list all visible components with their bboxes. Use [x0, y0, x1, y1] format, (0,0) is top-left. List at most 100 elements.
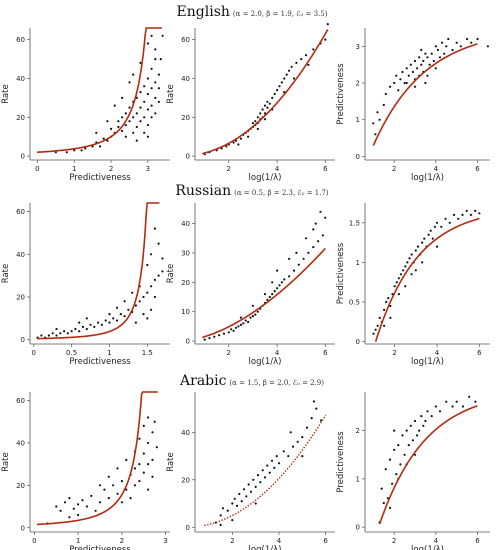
- data-point: [251, 304, 254, 307]
- data-point: [452, 213, 456, 216]
- data-point: [68, 516, 71, 519]
- data-point: [406, 261, 409, 264]
- data-point: [113, 104, 116, 107]
- data-point: [112, 484, 115, 487]
- data-point: [233, 497, 236, 500]
- data-point: [403, 453, 406, 456]
- fitted-curve: [374, 217, 480, 342]
- data-point: [247, 320, 250, 324]
- data-point: [384, 92, 387, 96]
- data-point: [409, 63, 412, 66]
- data-point: [66, 332, 69, 335]
- y-tick-label: 0: [21, 336, 25, 344]
- data-point: [138, 480, 141, 483]
- data-point: [305, 426, 309, 429]
- data-point: [146, 77, 149, 80]
- data-point: [382, 501, 385, 505]
- data-point: [466, 37, 469, 41]
- data-point: [139, 91, 142, 94]
- data-point: [283, 77, 286, 80]
- y-axis-label: Rate: [166, 84, 176, 104]
- y-tick-label: 30: [181, 249, 190, 257]
- data-point: [138, 437, 141, 440]
- data-point: [132, 116, 135, 119]
- data-point: [416, 245, 420, 248]
- data-point: [455, 400, 458, 403]
- data-point: [420, 63, 423, 66]
- data-point: [85, 327, 88, 331]
- data-point: [237, 325, 240, 328]
- x-tick-label: 3: [163, 537, 167, 545]
- data-point: [245, 495, 248, 498]
- data-point: [424, 81, 427, 85]
- y-tick-label: 40: [16, 439, 25, 447]
- data-point: [273, 290, 276, 293]
- data-point: [240, 500, 243, 503]
- data-point: [263, 104, 267, 107]
- data-point: [97, 321, 100, 324]
- data-point: [470, 41, 473, 44]
- data-point: [404, 285, 407, 288]
- x-axis-label: log(1/λ): [411, 173, 444, 183]
- data-point: [254, 313, 257, 316]
- data-point: [108, 321, 111, 324]
- data-point: [422, 424, 425, 427]
- language-label: English: [176, 4, 230, 20]
- y-tick-label: 0: [186, 338, 190, 346]
- data-point: [434, 405, 437, 408]
- x-tick-label: 2: [227, 349, 231, 357]
- x-tick-label: 2: [120, 537, 124, 545]
- data-point: [146, 42, 149, 45]
- data-point: [256, 127, 259, 130]
- data-point: [93, 325, 96, 328]
- data-point: [376, 111, 379, 114]
- data-point: [261, 108, 264, 111]
- data-point: [157, 87, 160, 90]
- fitted-curve: [37, 391, 158, 526]
- data-point: [222, 332, 226, 335]
- x-tick-label: 2: [392, 537, 396, 545]
- x-tick-label: 2: [227, 165, 231, 173]
- data-point: [263, 118, 267, 121]
- data-point: [157, 242, 160, 245]
- data-point: [301, 436, 304, 439]
- data-point: [282, 450, 285, 453]
- data-point: [278, 85, 281, 88]
- data-point: [251, 315, 254, 318]
- data-point: [387, 297, 390, 300]
- data-point: [121, 116, 124, 119]
- data-point: [445, 45, 448, 48]
- y-tick-label: 60: [16, 36, 25, 44]
- data-point: [268, 295, 271, 299]
- data-point: [405, 429, 408, 432]
- data-point: [399, 463, 402, 466]
- data-point: [157, 100, 160, 103]
- data-point: [133, 467, 137, 470]
- data-point: [393, 285, 396, 288]
- data-point: [65, 151, 68, 154]
- data-point: [402, 269, 405, 272]
- data-point: [391, 482, 394, 485]
- data-point: [420, 415, 423, 418]
- data-point: [146, 92, 149, 96]
- data-point: [430, 415, 433, 418]
- data-point: [403, 81, 406, 85]
- data-point: [155, 446, 158, 449]
- data-point: [297, 263, 300, 266]
- data-point: [135, 139, 138, 142]
- data-point: [153, 227, 156, 230]
- data-point: [266, 106, 269, 109]
- data-point: [77, 513, 80, 517]
- data-point: [128, 106, 131, 109]
- data-point: [259, 481, 262, 484]
- y-tick-label: 40: [16, 251, 25, 259]
- data-point: [78, 330, 81, 333]
- data-point: [153, 278, 156, 281]
- data-point: [292, 269, 296, 272]
- data-point: [150, 67, 153, 70]
- data-point: [266, 464, 269, 467]
- y-axis-label: Rate: [1, 84, 11, 104]
- data-point: [444, 217, 447, 220]
- data-point: [84, 147, 87, 150]
- data-point: [55, 505, 58, 508]
